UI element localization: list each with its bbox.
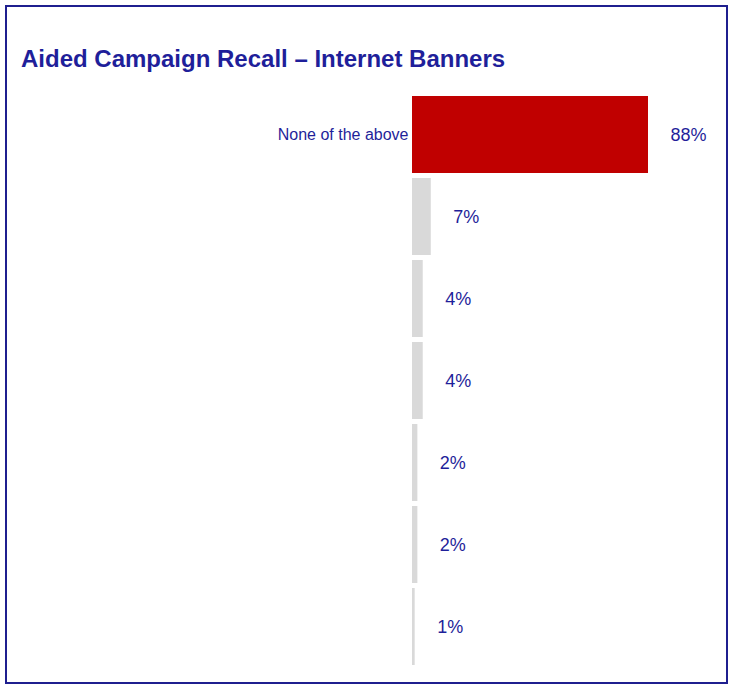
html-text:Aided Campaign Recall – Intern: Aided Campaign Recall – Internet Banners [21,45,506,72]
svg-text:2%: 2% [440,453,466,473]
svg-text:None of the above: None of the above [278,126,409,143]
svg-text:4%: 4% [445,289,471,309]
svg-text:88%: 88% [671,125,707,145]
svg-text:1%: 1% [437,617,463,637]
svg-text:4%: 4% [445,371,471,391]
svg-text:2%: 2% [440,535,466,555]
svg-text:7%: 7% [453,207,479,227]
